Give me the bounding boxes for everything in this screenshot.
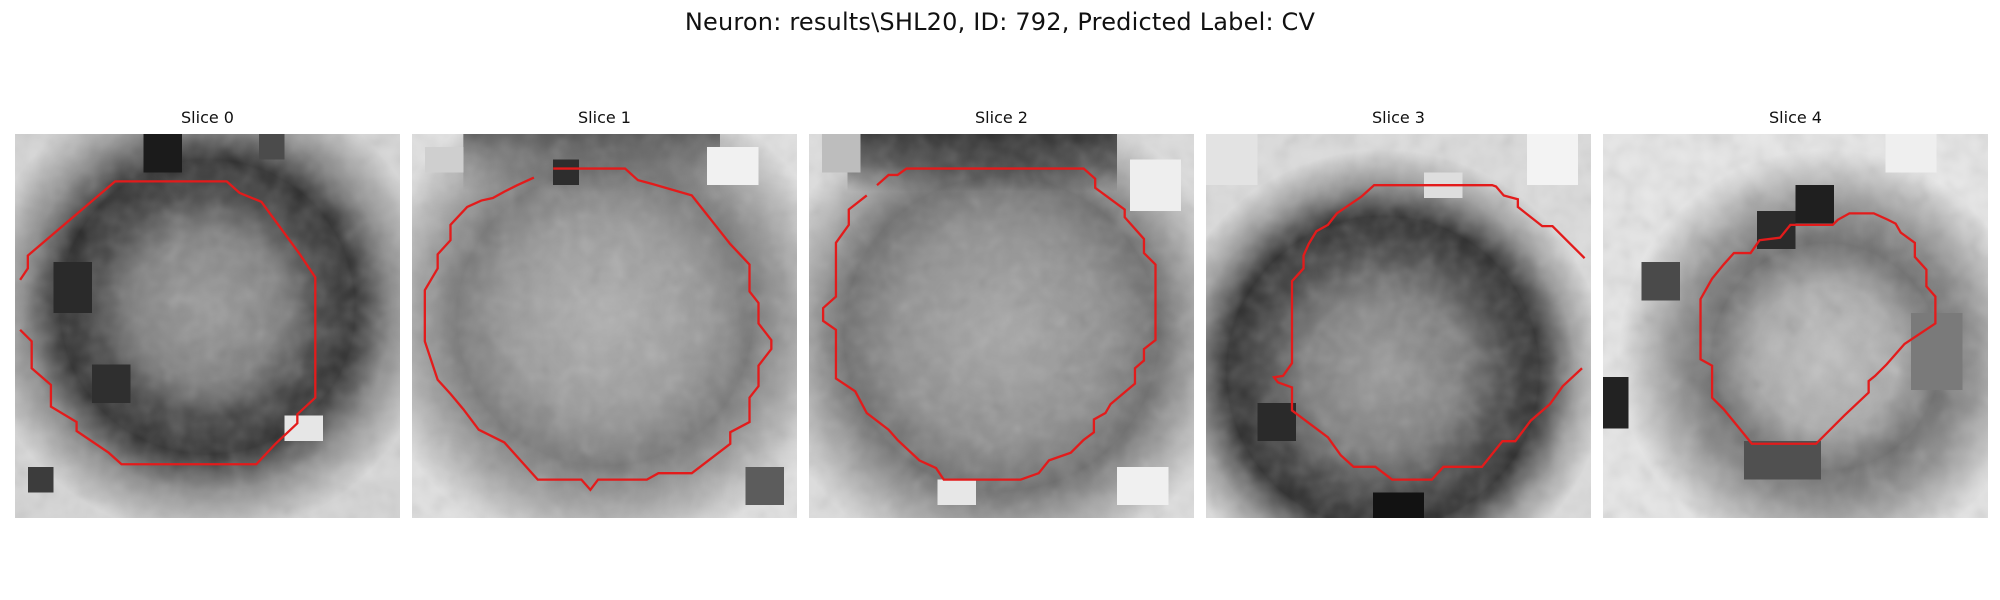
slice-title-2: Slice 2 (975, 108, 1028, 127)
contour-4 (1699, 212, 1937, 445)
slice-title-4: Slice 4 (1769, 108, 1822, 127)
slice-image-3 (1206, 134, 1591, 518)
slice-panel-1: Slice 1 (412, 108, 797, 522)
slice-image-1 (412, 134, 797, 518)
slice-noise-0 (15, 134, 400, 518)
slice-noise-3 (1206, 134, 1591, 518)
slice-pixels-3 (1206, 134, 1579, 518)
slice-title-3: Slice 3 (1372, 108, 1425, 127)
slice-pixels-0 (27, 134, 323, 493)
slice-pixels-4 (1603, 134, 1963, 480)
slice-pixels-1 (424, 146, 785, 506)
slice-svg-2 (809, 134, 1194, 518)
slice-svg-1 (412, 134, 797, 518)
slice-panel-2: Slice 2 (809, 108, 1194, 522)
figure-title: Neuron: results\SHL20, ID: 792, Predicte… (684, 8, 1316, 36)
slice-title-1: Slice 1 (578, 108, 631, 127)
slice-panel-4: Slice 4 (1603, 108, 1988, 522)
slice-svg-0 (15, 134, 400, 518)
contour-2 (821, 167, 1157, 481)
contour-3a (1271, 184, 1586, 481)
contour-0 (19, 180, 317, 466)
slice-noise-1 (412, 134, 797, 518)
slice-title-0: Slice 0 (181, 108, 234, 127)
slice-panel-0: Slice 0 (15, 108, 400, 522)
slice-svg-4 (1603, 134, 1988, 518)
contour-1 (423, 167, 773, 492)
slice-panel-3: Slice 3 (1206, 108, 1591, 522)
slice-image-4 (1603, 134, 1988, 518)
slice-pixels-2 (821, 134, 1182, 506)
slice-image-2 (809, 134, 1194, 518)
slice-image-0 (15, 134, 400, 518)
slice-svg-3 (1206, 134, 1591, 518)
